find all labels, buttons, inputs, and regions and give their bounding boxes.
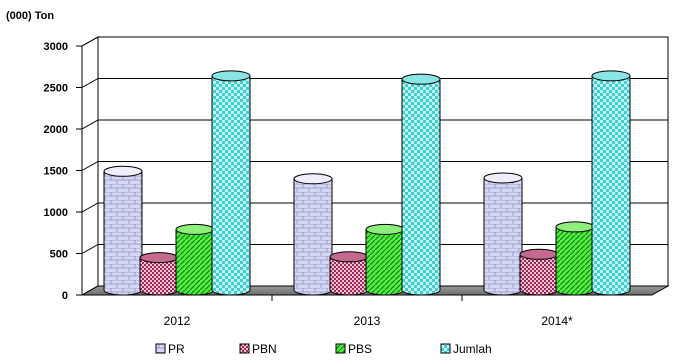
y-axis-ticks: 0 500 1000 1500 2000 2500 3000 xyxy=(44,41,83,302)
legend-item-pbn: PBN xyxy=(239,342,277,356)
bar-body xyxy=(103,170,143,296)
bar-top xyxy=(555,221,595,233)
x-category-label: 2012 xyxy=(164,314,191,328)
bar-top xyxy=(591,70,631,82)
legend-swatch xyxy=(155,343,166,354)
legend-item-pbs: PBS xyxy=(335,342,372,356)
bar-body xyxy=(555,226,595,296)
bars xyxy=(103,70,631,296)
bar-top xyxy=(293,173,333,185)
y-tick-label: 1000 xyxy=(44,207,68,219)
gridline xyxy=(81,119,668,130)
x-category-label: 2014* xyxy=(541,314,573,328)
x-category-label: 2013 xyxy=(354,314,381,328)
legend: PR PBN PBS Jumlah xyxy=(155,342,492,356)
bar-jumlah-2012 xyxy=(211,70,251,296)
bar-top xyxy=(211,70,251,82)
legend-label: PBN xyxy=(252,342,277,356)
legend-item-pr: PR xyxy=(155,342,185,356)
bar-pbn-2013 xyxy=(329,251,369,296)
y-tick-label: 500 xyxy=(50,249,68,261)
bar-body xyxy=(293,178,333,296)
y-axis-unit-label: (000) Ton xyxy=(6,10,54,22)
bar-top xyxy=(329,251,369,263)
bar-top xyxy=(365,223,405,235)
bar-body xyxy=(175,228,215,296)
bar-body xyxy=(211,75,251,296)
bar-pr-2012 xyxy=(103,165,143,296)
y-tick-label: 0 xyxy=(62,290,68,302)
gridlines xyxy=(81,36,668,296)
bar-pr-2013 xyxy=(293,173,333,296)
bar-jumlah-2014 xyxy=(591,70,631,296)
bar-body xyxy=(483,177,523,296)
y-tick-label: 1500 xyxy=(44,166,68,178)
bar-top xyxy=(483,172,523,184)
legend-item-jumlah: Jumlah xyxy=(440,342,492,356)
bar-pbs-2014 xyxy=(555,221,595,296)
bar-pbn-2012 xyxy=(139,252,179,296)
legend-swatch xyxy=(239,343,250,354)
gridline xyxy=(81,78,668,88)
y-tick-label: 3000 xyxy=(44,41,68,53)
legend-swatch xyxy=(440,343,451,354)
bar-top xyxy=(139,252,179,264)
bar-top xyxy=(401,73,441,85)
gridline xyxy=(81,244,668,254)
y-tick-label: 2000 xyxy=(44,124,68,136)
bar-body xyxy=(329,256,369,296)
bar-body xyxy=(519,253,559,296)
bar-body xyxy=(365,228,405,296)
bar-pbs-2013 xyxy=(365,223,405,296)
gridline xyxy=(81,202,668,213)
gridline xyxy=(81,285,668,296)
bar-top xyxy=(103,165,143,177)
gridline xyxy=(81,161,668,171)
bar-top xyxy=(175,223,215,235)
bar-body xyxy=(401,78,441,296)
bar-pbs-2012 xyxy=(175,223,215,296)
y-tick-label: 2500 xyxy=(44,83,68,95)
bar-top xyxy=(519,248,559,260)
x-axis-categories: 2012 2013 2014* xyxy=(164,295,573,328)
bar-body xyxy=(591,75,631,296)
gridline xyxy=(81,36,668,47)
bar-pr-2014 xyxy=(483,172,523,296)
legend-label: PBS xyxy=(348,342,372,356)
legend-swatch xyxy=(335,343,346,354)
legend-label: Jumlah xyxy=(453,342,492,356)
bar-jumlah-2013 xyxy=(401,73,441,296)
bar-body xyxy=(139,257,179,296)
bar-pbn-2014 xyxy=(519,248,559,296)
legend-label: PR xyxy=(168,342,185,356)
